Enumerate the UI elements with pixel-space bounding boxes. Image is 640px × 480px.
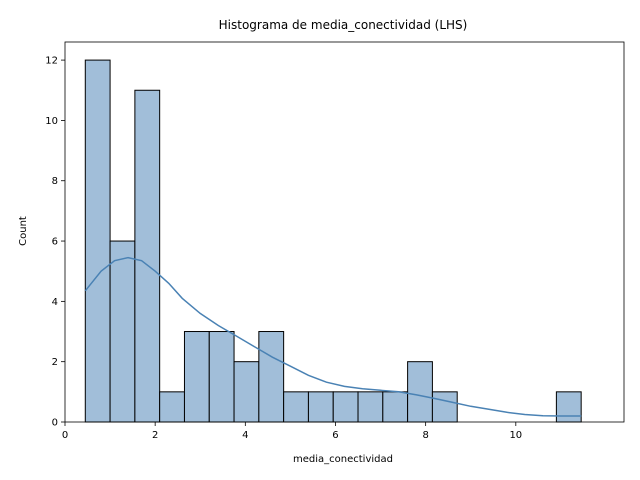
histogram-bar-9 — [307, 391, 334, 423]
kde-line — [84, 256, 582, 417]
histogram-bar-12 — [382, 391, 409, 423]
histogram-bar-10 — [332, 391, 359, 423]
y-axis-label: Count — [18, 216, 29, 246]
histogram-bar-11 — [357, 391, 384, 423]
histogram-bar-3 — [159, 391, 185, 423]
histogram-bar-4 — [183, 331, 210, 423]
histogram-bar-2 — [134, 89, 161, 423]
chart-title: Histograma de media_conectividad (LHS) — [219, 18, 468, 32]
x-axis-ticks: 0 2 4 6 8 10 — [62, 422, 522, 441]
x-tick-label: 0 — [62, 430, 68, 441]
x-tick-label: 6 — [332, 430, 338, 441]
histogram-bar-14 — [431, 391, 458, 423]
x-axis-label: media_conectividad — [293, 454, 393, 465]
histogram-bar-1 — [109, 240, 136, 423]
y-tick-label: 4 — [52, 297, 58, 308]
y-tick-label: 12 — [45, 56, 58, 67]
y-tick-label: 2 — [52, 357, 58, 368]
histogram-bar-0 — [84, 59, 111, 423]
y-tick-label: 10 — [45, 116, 58, 127]
plot-frame — [64, 41, 625, 423]
x-tick-label: 8 — [422, 430, 428, 441]
y-tick-label: 0 — [52, 418, 58, 429]
histogram-bar-13 — [407, 361, 433, 423]
histogram-bar-19 — [555, 391, 582, 423]
y-tick-label: 8 — [52, 176, 58, 187]
y-axis-ticks: 0 2 4 6 8 10 12 — [45, 56, 65, 429]
histogram-bar-6 — [233, 361, 260, 423]
histogram-bar-7 — [258, 331, 285, 423]
x-tick-label: 10 — [509, 430, 522, 441]
y-tick-label: 6 — [52, 237, 58, 248]
histogram-bar-8 — [283, 391, 309, 423]
x-tick-label: 4 — [242, 430, 248, 441]
histogram-bar-5 — [208, 331, 235, 423]
x-tick-label: 2 — [152, 430, 158, 441]
bars-group — [84, 59, 582, 423]
